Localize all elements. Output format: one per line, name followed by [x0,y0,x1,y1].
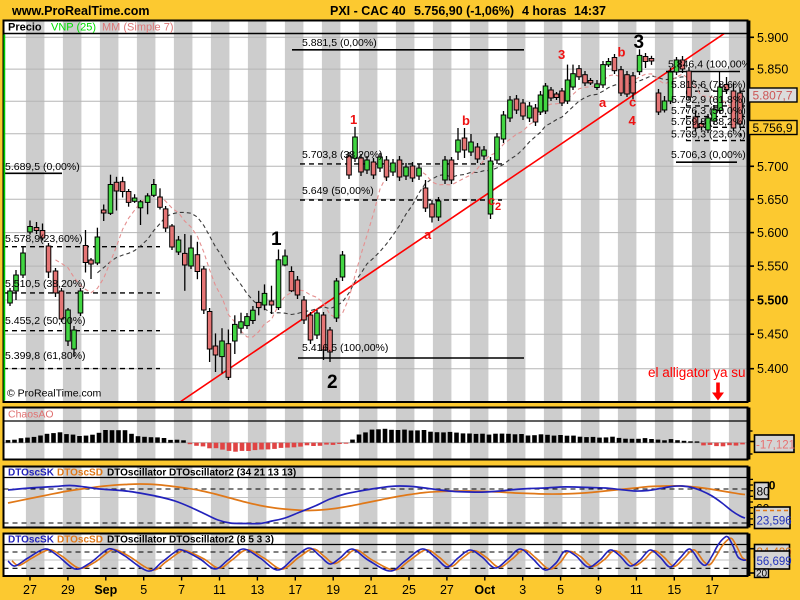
svg-text:0: 0 [769,479,776,493]
svg-text:5.756,9: 5.756,9 [753,121,793,135]
svg-text:MM (Simple 7): MM (Simple 7) [102,22,174,34]
svg-text:Oct: Oct [474,583,496,597]
svg-text:Sep: Sep [94,583,117,597]
svg-text:1: 1 [350,112,357,127]
svg-text:5.578,9(23,60%): 5.578,9(23,60%) [5,233,83,245]
svg-text:15: 15 [667,583,681,597]
svg-text:5.450: 5.450 [757,328,788,342]
svg-text:5.703,8 (38,20%): 5.703,8 (38,20%) [302,149,383,161]
svg-text:a: a [424,227,432,242]
svg-text:PXI - CAC 40: PXI - CAC 40 [330,4,406,18]
svg-text:5.706,3 (0,00%): 5.706,3 (0,00%) [671,149,746,161]
svg-text:-17,121: -17,121 [756,440,795,452]
svg-text:b: b [462,113,470,128]
svg-text:5.650: 5.650 [757,193,788,207]
svg-text:5.846,4 (100,00%): 5.846,4 (100,00%) [668,59,754,71]
svg-text:5.850: 5.850 [757,63,788,77]
svg-text:5.510,5 (38,20%): 5.510,5 (38,20%) [5,278,86,290]
svg-text:19: 19 [326,583,340,597]
svg-text:www.ProRealTime.com: www.ProRealTime.com [11,4,150,18]
svg-text:4: 4 [629,113,637,128]
svg-text:5.776,3 (50,0%): 5.776,3 (50,0%) [671,105,746,117]
svg-text:17: 17 [705,583,719,597]
svg-text:5.739,3 (23,6%): 5.739,3 (23,6%) [671,129,746,141]
svg-text:11: 11 [213,583,226,597]
svg-text:25: 25 [402,583,416,597]
svg-text:el alligator ya su: el alligator ya su [648,365,746,380]
svg-text:27: 27 [440,583,454,597]
svg-text:1: 1 [271,229,282,250]
svg-text:5.399,8 (61,80%): 5.399,8 (61,80%) [5,350,86,362]
svg-text:3: 3 [519,583,526,597]
svg-text:3: 3 [634,32,645,53]
svg-text:29: 29 [61,583,75,597]
svg-text:Precio: Precio [8,22,42,34]
svg-text:21: 21 [364,583,378,597]
svg-text:c: c [488,193,495,208]
svg-text:5.756,90 (-1,06%): 5.756,90 (-1,06%) [414,4,514,18]
svg-text:4 horas: 4 horas [522,4,567,18]
svg-text:2: 2 [495,201,501,213]
svg-text:DTOscSK: DTOscSK [8,535,55,546]
svg-text:ChaosAO: ChaosAO [8,409,54,421]
svg-text:5.815,6 (78,6%): 5.815,6 (78,6%) [671,79,746,91]
svg-text:2: 2 [327,372,338,393]
svg-text:3: 3 [558,47,565,62]
svg-text:27: 27 [23,583,37,597]
svg-text:DTOscSK: DTOscSK [8,468,55,479]
svg-text:5.881,5 (0,00%): 5.881,5 (0,00%) [302,37,377,49]
svg-text:13: 13 [250,583,264,597]
svg-text:5.792,9 (61,8%): 5.792,9 (61,8%) [671,94,746,106]
svg-text:5.807,7: 5.807,7 [753,88,793,102]
svg-text:20: 20 [756,568,768,579]
svg-text:5: 5 [557,583,564,597]
svg-text:5.649 (50,00%): 5.649 (50,00%) [302,185,374,197]
svg-text:5.455,2 (50,00%): 5.455,2 (50,00%) [5,315,86,327]
svg-text:5: 5 [140,583,147,597]
svg-text:5.500: 5.500 [757,294,788,308]
svg-text:5.416,5 (100,00%): 5.416,5 (100,00%) [302,342,388,354]
svg-text:5.759,8 (38,2%): 5.759,8 (38,2%) [671,116,746,128]
svg-text:5.550: 5.550 [757,260,788,274]
svg-text:DTOscSD: DTOscSD [57,535,103,546]
svg-text:5.700: 5.700 [757,160,788,174]
svg-text:b: b [618,45,626,60]
svg-text:5.400: 5.400 [757,362,788,376]
svg-text:80: 80 [757,485,771,499]
svg-text:17: 17 [288,583,302,597]
svg-text:11: 11 [630,583,643,597]
svg-text:DTOscillator DTOscillator2 (8: DTOscillator DTOscillator2 (8 5 3 3) [107,535,274,546]
svg-text:VNP (25): VNP (25) [51,22,96,34]
svg-text:DTOscillator DTOscillator2 (34: DTOscillator DTOscillator2 (34 21 13 13) [107,468,296,479]
svg-text:9: 9 [595,583,602,597]
svg-text:5.600: 5.600 [757,226,788,240]
svg-text:5.900: 5.900 [757,31,788,45]
svg-text:DTOscSD: DTOscSD [57,468,103,479]
svg-text:5.689,5 (0,00%): 5.689,5 (0,00%) [5,161,80,173]
svg-text:56,699: 56,699 [757,556,792,568]
svg-text:23,596: 23,596 [757,516,792,528]
svg-text:14:37: 14:37 [574,4,606,18]
svg-text:© ProRealTime.com: © ProRealTime.com [7,388,102,400]
svg-text:a: a [599,95,607,110]
svg-text:7: 7 [178,583,185,597]
svg-text:c: c [629,95,636,110]
